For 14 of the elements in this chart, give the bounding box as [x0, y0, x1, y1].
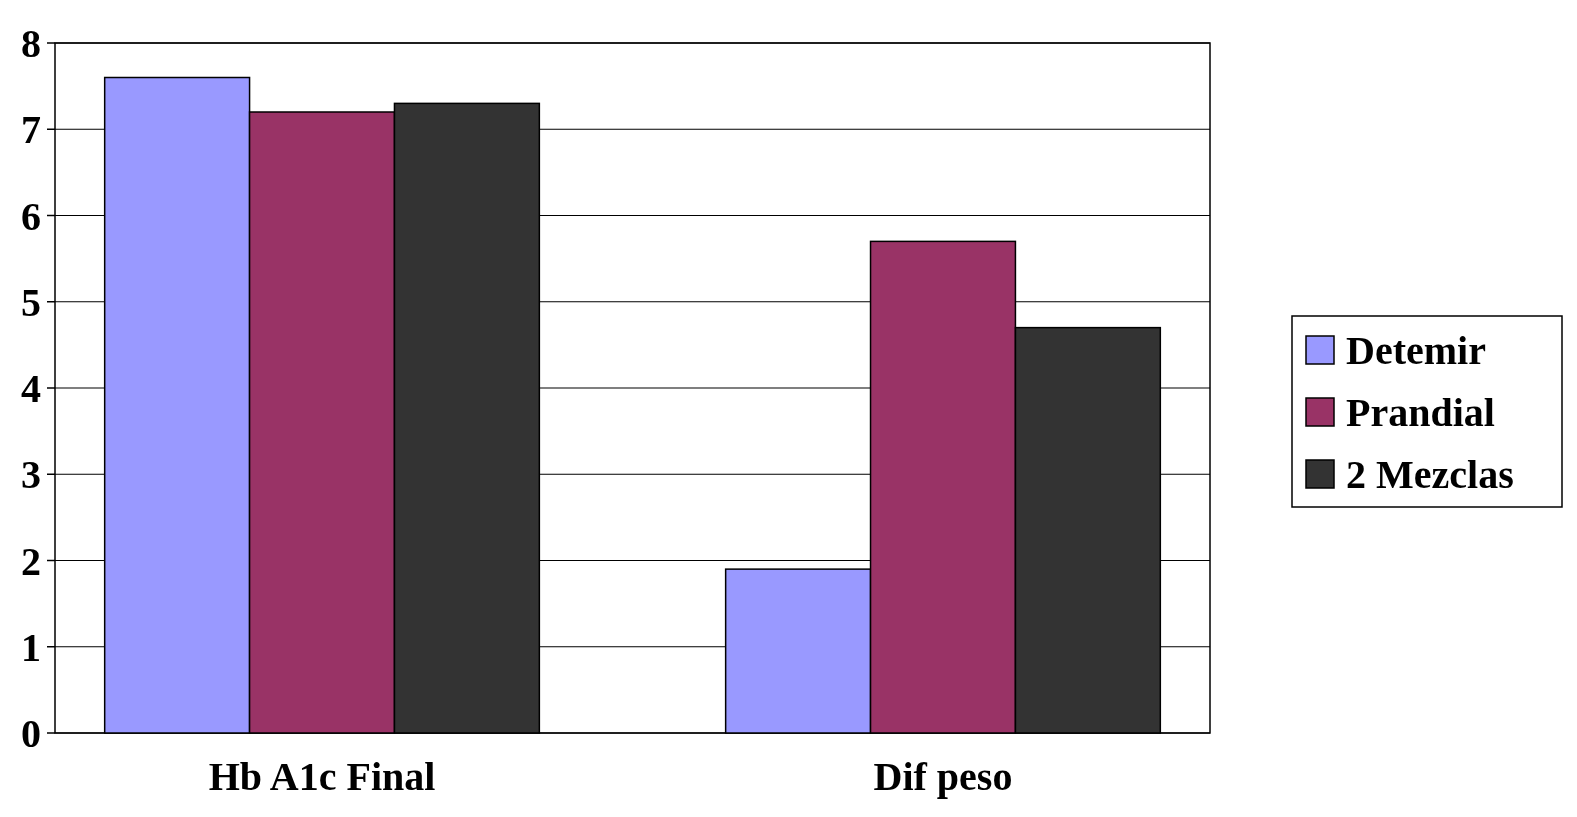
legend-label: Prandial	[1346, 390, 1495, 435]
y-tick-label: 1	[21, 624, 41, 670]
y-tick-label: 4	[21, 366, 41, 411]
x-tick-label: Dif peso	[873, 754, 1013, 799]
x-tick-label: Hb A1c Final	[208, 754, 436, 799]
y-tick-label: 8	[21, 21, 41, 66]
y-tick-label: 6	[21, 193, 41, 239]
legend-label: 2 Mezclas	[1346, 452, 1514, 497]
y-tick-label: 5	[21, 279, 41, 325]
y-tick-label: 3	[21, 452, 41, 498]
y-tick-label: 7	[21, 107, 41, 153]
y-tick-label: 2	[21, 538, 41, 584]
y-tick-label: 0	[21, 711, 41, 756]
legend-label: Detemir	[1346, 328, 1486, 373]
